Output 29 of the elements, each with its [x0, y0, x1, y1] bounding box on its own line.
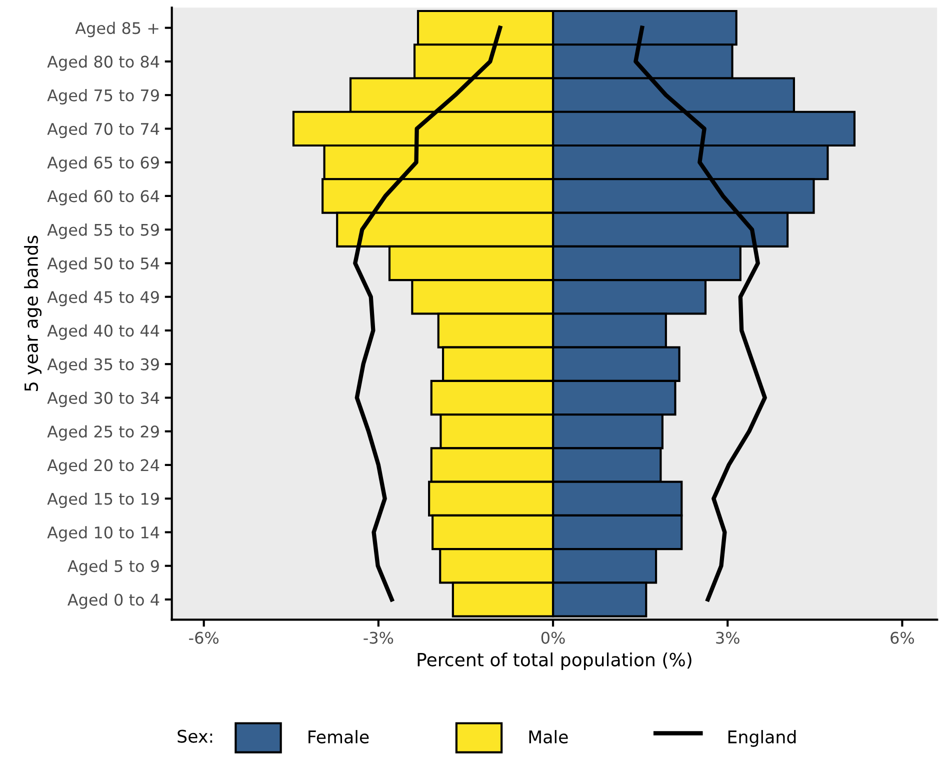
legend-title: Sex:	[178, 730, 212, 743]
y-tick-label: Aged 65 to 69	[47, 156, 159, 172]
y-tick-label: Aged 35 to 39	[47, 358, 159, 374]
y-tick-label: Aged 15 to 19	[47, 492, 159, 508]
y-tick-label: Aged 25 to 29	[47, 425, 159, 441]
y-tick-label: Aged 20 to 24	[47, 458, 160, 474]
x-tick-label: -6%	[189, 632, 219, 644]
y-tick-label: Aged 40 to 44	[47, 324, 160, 340]
y-tick-label: Aged 30 to 34	[47, 392, 160, 408]
y-tick-label: Aged 0 to 4	[68, 593, 160, 609]
legend-label: Female	[308, 730, 369, 744]
y-tick-label: Aged 80 to 84	[47, 55, 160, 71]
y-tick-label: Aged 75 to 79	[47, 89, 159, 104]
x-tick-label: -3%	[364, 632, 394, 644]
x-tick-label: 6%	[890, 632, 914, 644]
y-tick-label: Aged 50 to 54	[47, 257, 160, 273]
y-tick-label: Aged 60 to 64	[47, 190, 160, 206]
x-tick-label: 3%	[716, 632, 740, 644]
y-tick-label: Aged 85 +	[75, 22, 158, 38]
y-tick-label: Aged 55 to 59	[47, 224, 159, 239]
legend-label: Male	[529, 730, 568, 744]
y-axis-title: 5 year age bands	[24, 236, 42, 391]
y-tick-label: Aged 5 to 9	[68, 560, 159, 576]
x-axis-title: Percent of total population (%)	[418, 652, 692, 670]
legend-label: England	[728, 730, 796, 747]
y-tick-label: Aged 10 to 14	[47, 526, 160, 542]
x-tick-label: 0%	[541, 632, 565, 644]
y-tick-label: Aged 70 to 74	[47, 122, 160, 138]
y-tick-label: Aged 45 to 49	[47, 290, 159, 306]
